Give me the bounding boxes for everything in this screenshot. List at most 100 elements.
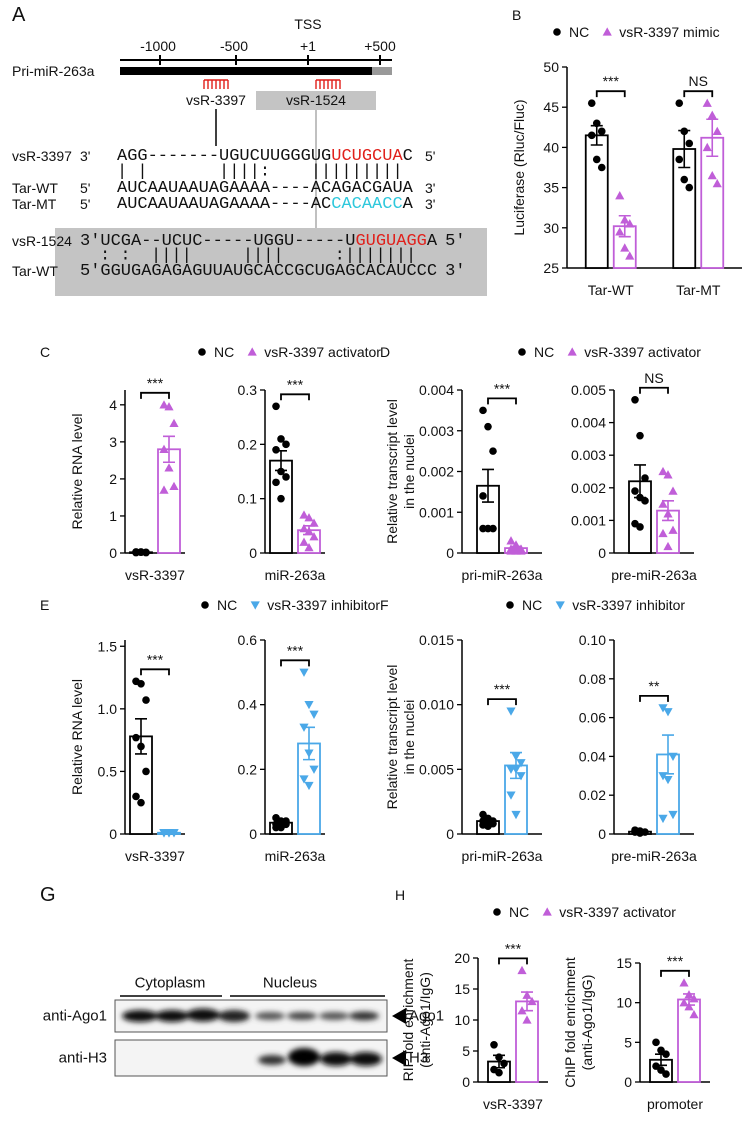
error-bar xyxy=(678,129,691,169)
panel-label: D xyxy=(380,344,390,360)
data-point xyxy=(641,474,649,482)
data-point xyxy=(615,191,625,200)
data-point xyxy=(636,431,644,440)
data-point xyxy=(304,542,314,552)
data-point xyxy=(680,175,689,184)
data-point xyxy=(137,680,145,688)
row-name: Tar-MT xyxy=(12,196,57,212)
data-point xyxy=(658,466,668,476)
y-tick-label: 0 xyxy=(446,545,454,561)
fraction-label: Cytoplasm xyxy=(135,975,206,992)
significance-bracket xyxy=(280,659,310,667)
legend-label: vsR-3397 inhibitor xyxy=(267,597,380,613)
data-point xyxy=(304,513,314,522)
y-tick-label: 45 xyxy=(543,99,559,115)
x-tick-label: miR-263a xyxy=(265,848,326,864)
y-tick-label: 15 xyxy=(454,981,470,997)
data-point xyxy=(299,668,309,677)
y-tick-label: 0.04 xyxy=(579,748,606,764)
y-tick-label: 0.6 xyxy=(238,632,258,648)
site-mark xyxy=(203,79,229,89)
legend-marker xyxy=(555,601,565,610)
sequence-part: AUCAAUAAUAGAAAA----ACAGACGAUA xyxy=(117,179,414,198)
data-point xyxy=(142,696,150,704)
y-tick-label: 0.10 xyxy=(579,632,606,648)
y-tick-label: 50 xyxy=(543,59,559,75)
data-point xyxy=(592,155,601,164)
error-bar xyxy=(634,464,646,499)
panel-label: G xyxy=(40,884,56,906)
data-point xyxy=(282,440,290,449)
significance-bracket xyxy=(639,695,669,702)
mutant-part: CACAACC xyxy=(331,195,402,214)
y-tick-label: 0.08 xyxy=(579,671,606,687)
panel-g: G Cytoplasm Nucleus anti-Ago1 anti-H3 Ag… xyxy=(40,884,444,1077)
scale-label: +500 xyxy=(364,38,396,54)
sequence-part: A xyxy=(427,232,438,251)
x-tick-label: Tar-MT xyxy=(676,282,721,298)
y-tick-label: 0.005 xyxy=(571,382,606,398)
tss-label: TSS xyxy=(294,16,321,32)
y-tick-label: 0 xyxy=(462,1074,470,1090)
y-tick-label: 0.003 xyxy=(419,423,454,439)
significance-label: *** xyxy=(287,642,304,658)
sequence-part: AUCAAUAAUAGAAAA----AC xyxy=(117,195,331,214)
panel-label: F xyxy=(380,597,389,613)
significance-label: *** xyxy=(147,651,164,667)
data-point xyxy=(712,126,722,135)
y-tick-label: 40 xyxy=(543,139,559,155)
data-point xyxy=(663,470,673,479)
band-arrow xyxy=(392,1008,406,1024)
data-point xyxy=(299,537,309,546)
data-point xyxy=(685,139,694,148)
error-bar xyxy=(662,734,674,775)
row-name: Tar-WT xyxy=(12,180,58,196)
band xyxy=(349,1011,379,1021)
y-tick-label: 3 xyxy=(109,434,117,450)
band xyxy=(258,1055,286,1065)
data-point xyxy=(272,402,280,411)
data-point xyxy=(272,445,280,454)
significance-bracket xyxy=(639,386,669,394)
sequence: AGG-------UGUCUUGGGUGUCUGCUAC xyxy=(117,147,413,166)
data-point xyxy=(587,99,596,107)
x-tick-label: pre-miR-263a xyxy=(611,567,697,583)
data-point xyxy=(685,183,694,192)
error-bar xyxy=(618,214,631,238)
gene-bar-end xyxy=(372,67,392,75)
y-tick-label: 0 xyxy=(249,826,257,842)
y-axis-label: Relative RNA level xyxy=(69,679,85,795)
data-point xyxy=(277,467,285,476)
x-tick-label: vsR-3397 xyxy=(483,1096,543,1112)
data-point xyxy=(527,996,537,1006)
y-axis-label: in the nuclei xyxy=(401,434,417,509)
y-axis-label: Luciferase (Rluc/Fluc) xyxy=(511,99,527,235)
x-tick-label: pri-miR-263a xyxy=(462,848,543,864)
error-bar xyxy=(590,124,603,146)
error-bar xyxy=(683,993,695,1006)
site-box xyxy=(256,91,376,110)
data-point xyxy=(169,481,179,490)
strand-end: 3' xyxy=(425,196,435,212)
y-tick-label: 0.003 xyxy=(571,447,606,463)
error-bar xyxy=(163,831,175,834)
significance-bracket xyxy=(140,668,170,676)
bar xyxy=(677,998,701,1083)
significance-label: *** xyxy=(494,681,511,697)
y-tick-label: 0.2 xyxy=(238,761,258,777)
data-point xyxy=(506,536,516,545)
data-point xyxy=(309,710,319,719)
y-tick-label: 2 xyxy=(109,471,117,487)
data-point xyxy=(484,822,492,831)
data-point xyxy=(658,528,668,538)
y-tick-label: 10 xyxy=(616,995,632,1011)
alignment-box xyxy=(55,228,487,296)
error-bar xyxy=(510,545,522,551)
y-tick-label: 0 xyxy=(249,545,257,561)
data-point xyxy=(299,510,309,519)
x-tick-label: vsR-3397 xyxy=(125,848,185,864)
y-tick-label: 1 xyxy=(109,508,117,524)
data-point xyxy=(668,486,678,495)
data-point xyxy=(479,524,487,533)
data-point xyxy=(495,1068,503,1077)
